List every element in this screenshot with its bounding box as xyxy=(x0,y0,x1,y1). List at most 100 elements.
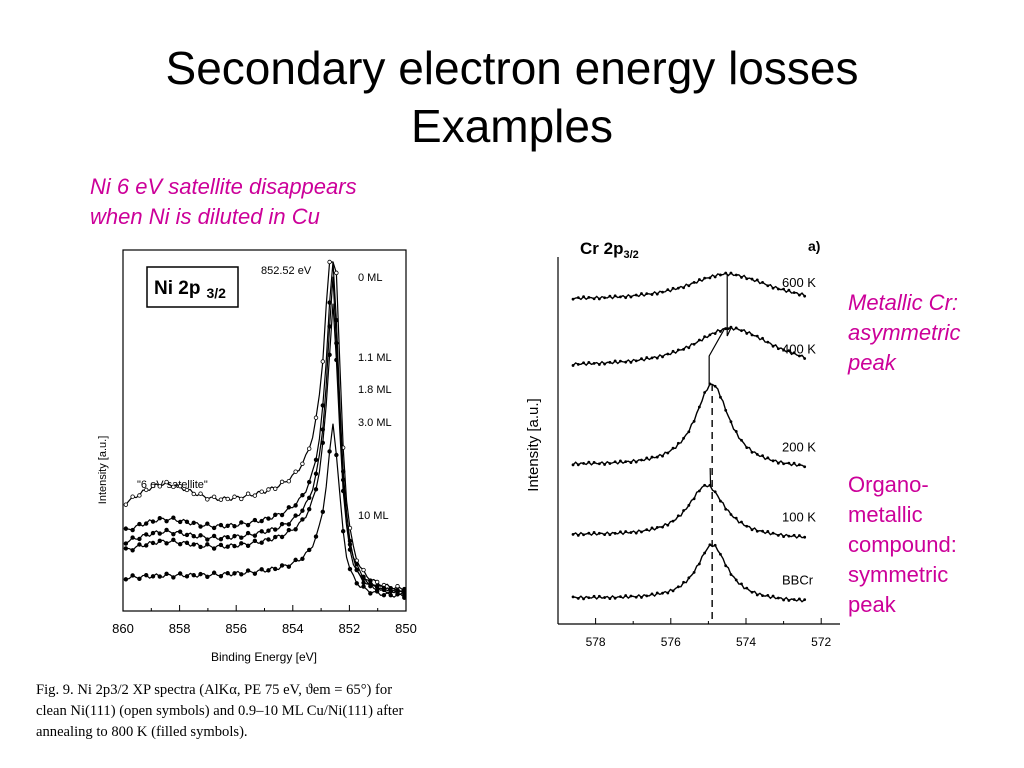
cr-data-point xyxy=(671,519,675,523)
cr-data-point xyxy=(640,292,643,295)
cr-data-point xyxy=(724,507,728,511)
cr-data-point xyxy=(629,594,633,598)
ni-data-point xyxy=(225,496,230,502)
cr-data-point xyxy=(755,529,759,533)
caption-line1: Fig. 9. Ni 2p3/2 XP spectra (AlKα, PE 75… xyxy=(36,682,393,698)
ni-series-line xyxy=(125,303,405,595)
ni-data-point xyxy=(123,541,129,546)
ni-data-point xyxy=(320,403,325,408)
cr-data-point xyxy=(708,543,712,547)
ni-data-point xyxy=(259,489,264,494)
cr-data-point xyxy=(650,592,654,596)
ni-data-point xyxy=(184,574,190,579)
ni-data-point xyxy=(137,576,142,582)
figure-caption: Fig. 9. Ni 2p3/2 XP spectra (AlKα, PE 75… xyxy=(36,680,486,743)
cr-data-point xyxy=(676,514,680,518)
cr-data-point xyxy=(608,533,612,537)
ni-data-point xyxy=(252,538,258,544)
ni-data-point xyxy=(340,469,346,474)
ni-data-point xyxy=(144,487,149,493)
ni-xlabel: Binding Energy [eV] xyxy=(211,650,317,664)
cr-data-point xyxy=(703,483,707,487)
cr-data-point xyxy=(782,462,785,466)
ni-data-point xyxy=(177,542,183,547)
ni-data-point xyxy=(347,566,353,572)
cr-data-point xyxy=(597,363,601,366)
cr-data-point xyxy=(803,294,807,298)
cr-data-point xyxy=(613,460,617,464)
ni-data-point xyxy=(395,584,400,589)
ni-data-point xyxy=(374,589,380,594)
ni-data-point xyxy=(368,578,373,583)
ni-data-point xyxy=(374,579,380,585)
cr-data-point xyxy=(740,329,743,333)
cr-data-point xyxy=(582,597,585,601)
cr-data-point xyxy=(745,277,749,281)
cr-data-point xyxy=(734,578,738,582)
ni-data-point xyxy=(218,542,224,548)
ni-series-label: 10 ML xyxy=(358,510,389,522)
ni-x-tick-label: 856 xyxy=(225,621,247,636)
cr-data-point xyxy=(750,450,754,454)
ni-data-point xyxy=(395,589,400,595)
cr-data-point xyxy=(676,348,680,352)
cr-data-point xyxy=(592,531,596,534)
ni-data-point xyxy=(340,477,346,483)
slide-title-line1: Secondary electron energy losses xyxy=(165,42,859,94)
cr-data-point xyxy=(803,357,807,360)
ni-data-point xyxy=(150,519,156,524)
cr-data-point xyxy=(597,297,601,301)
ni-data-point xyxy=(150,574,156,579)
cr-data-point xyxy=(640,530,643,534)
ni-data-point xyxy=(361,576,366,582)
cr-data-point xyxy=(697,338,701,342)
ni-data-point xyxy=(130,494,135,499)
ni-data-point xyxy=(354,567,359,573)
cr-data-point xyxy=(797,293,801,297)
cr-data-point xyxy=(645,528,649,532)
ni-data-point xyxy=(259,567,264,572)
ni-data-point xyxy=(225,571,230,576)
ni-data-point xyxy=(245,568,251,573)
ni-series-line xyxy=(125,423,405,599)
cr-data-point xyxy=(624,296,628,300)
slide-title-line2: Examples xyxy=(411,100,613,152)
ni-data-point xyxy=(259,518,264,524)
ni-data-point xyxy=(177,529,183,534)
cr-data-point xyxy=(740,438,743,442)
ni-data-point xyxy=(198,524,203,529)
cr-data-point xyxy=(571,364,575,367)
ni-data-point xyxy=(232,543,237,549)
ni-data-point xyxy=(320,359,325,364)
cr-data-point xyxy=(792,351,796,355)
cr-data-point xyxy=(666,352,670,356)
ni-data-point xyxy=(157,574,162,579)
ni-data-point xyxy=(232,523,237,529)
cr-data-point xyxy=(661,454,664,458)
cr-data-point xyxy=(640,357,643,361)
cr-data-point xyxy=(592,362,596,365)
ni-data-point xyxy=(123,502,129,507)
cr-data-point xyxy=(661,290,664,294)
cr-data-point xyxy=(776,534,780,537)
ni-data-point xyxy=(395,592,400,597)
cr-data-point xyxy=(634,531,638,535)
cr-data-point xyxy=(761,280,764,284)
note-organo-line1: Organo- xyxy=(848,472,929,497)
ni-data-point xyxy=(334,452,339,458)
cr-data-point xyxy=(729,573,733,576)
ni-data-point xyxy=(300,556,305,561)
cr-data-point xyxy=(640,596,643,599)
ni-data-point xyxy=(334,357,339,363)
ni-data-point xyxy=(225,544,230,549)
cr-data-point xyxy=(671,446,675,450)
ni-data-point xyxy=(347,547,353,552)
cr-series-label: 100 K xyxy=(782,510,816,525)
ni-data-point xyxy=(191,534,196,539)
cr-data-point xyxy=(582,461,585,465)
cr-data-point xyxy=(655,591,659,595)
cr-data-point xyxy=(713,332,717,335)
cr-data-point xyxy=(603,596,607,599)
cr-data-point xyxy=(703,551,707,555)
cr-data-point xyxy=(771,459,775,463)
